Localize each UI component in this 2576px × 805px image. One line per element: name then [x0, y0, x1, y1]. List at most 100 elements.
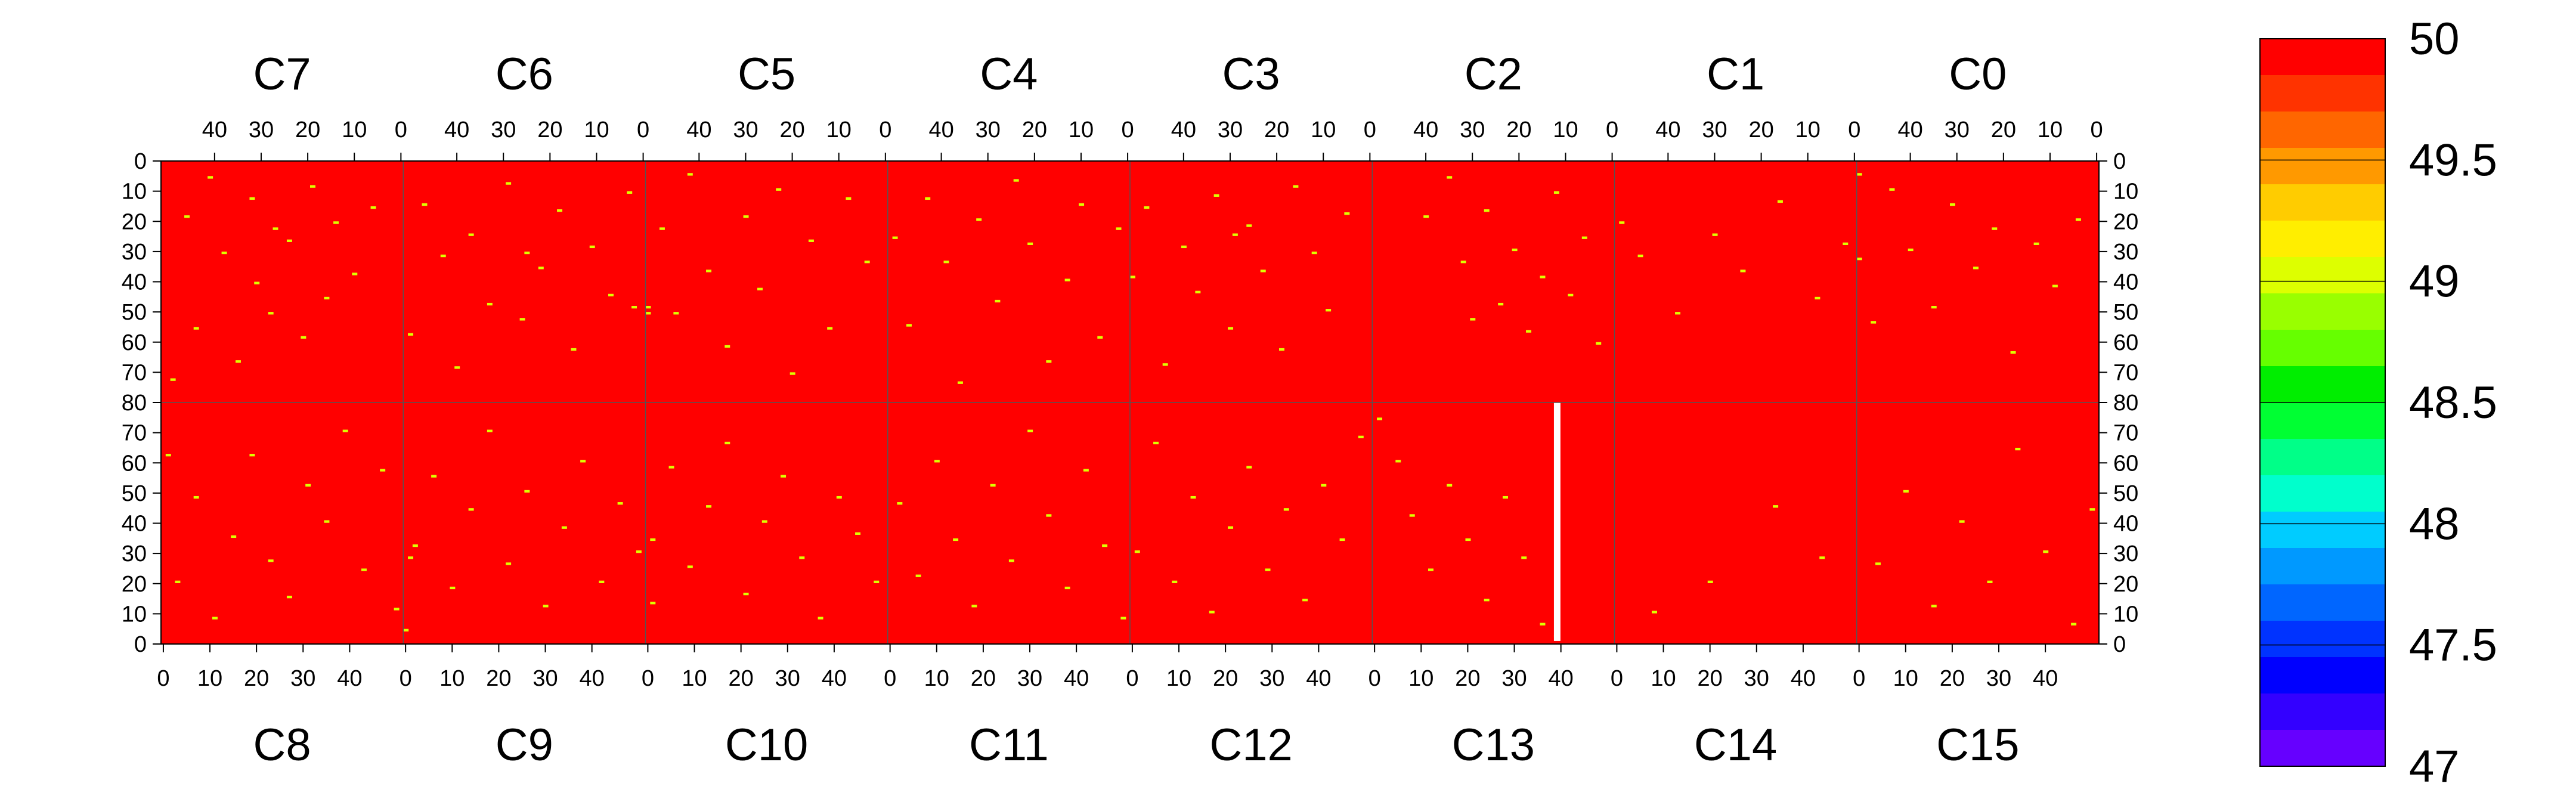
heatmap-cell	[301, 336, 306, 339]
heatmap-cell	[1260, 270, 1266, 273]
x-tick-label-bottom: 40	[1306, 666, 1331, 691]
heatmap-cell	[687, 565, 693, 568]
heatmap-cell	[1409, 514, 1415, 517]
heatmap-cell	[1265, 568, 1271, 571]
heatmap-cell	[1568, 293, 1574, 297]
heatmap-cell	[971, 605, 977, 608]
heatmap-cell	[724, 441, 730, 445]
heatmap-cell	[1246, 466, 1252, 469]
x-tick-label-top: 40	[686, 117, 711, 143]
heatmap-cell	[268, 312, 274, 315]
heatmap-cell	[874, 580, 880, 583]
heatmap-cell	[1856, 258, 1862, 261]
x-tick-label-top: 30	[249, 117, 274, 143]
x-tick-label-top: 30	[733, 117, 758, 143]
y-tick-label: 70	[122, 360, 147, 385]
heatmap-cell	[1395, 460, 1401, 463]
color-scale-bar: 50 49.5 49 48.5 48 47.5 47	[2259, 14, 2497, 792]
heatmap-cell	[1773, 505, 1779, 508]
chip-label-top: C1	[1707, 49, 1764, 100]
x-tick-label-top: 0	[1606, 117, 1618, 143]
x-tick-label-bottom: 40	[1549, 666, 1574, 691]
x-tick-label-bottom: 40	[1064, 666, 1089, 691]
y-tick-label: 20	[2113, 572, 2138, 597]
x-tick-label-top: 40	[1655, 117, 1680, 143]
heatmap-cell	[487, 302, 493, 306]
heatmap-cell	[1553, 191, 1559, 194]
color-scale-segment	[2260, 548, 2385, 585]
color-scale-segment	[2260, 330, 2385, 367]
x-tick-label-top: 20	[295, 117, 320, 143]
x-tick-label-bottom: 0	[884, 666, 896, 691]
heatmap-cell	[403, 628, 409, 631]
heatmap-cell	[2071, 623, 2077, 626]
y-tick-label: 50	[2113, 300, 2138, 325]
heatmap-cell	[2089, 508, 2095, 511]
heatmap-cell	[286, 239, 292, 242]
color-scale-segment	[2260, 366, 2385, 403]
heatmap-cell	[468, 233, 474, 236]
x-tick-label-bottom: 30	[290, 666, 315, 691]
heatmap-cell	[1819, 556, 1825, 559]
heatmap-cell	[1581, 236, 1587, 239]
heatmap-cell	[380, 469, 386, 472]
heatmap-cell	[906, 324, 912, 327]
x-tick-label-top: 10	[1069, 117, 1094, 143]
heatmap-cell	[524, 490, 530, 493]
x-tick-label-top: 0	[637, 117, 649, 143]
heatmap-cell	[431, 475, 437, 478]
heatmap-cell	[818, 617, 823, 620]
heatmap-cell	[408, 556, 414, 559]
heatmap-cell	[1228, 327, 1234, 330]
heatmap-cell	[342, 429, 348, 432]
color-scale-segment	[2260, 75, 2385, 112]
heatmap-cell	[1008, 559, 1014, 562]
x-tick-label-bottom: 0	[1611, 666, 1623, 691]
chip-label-bottom: C12	[1209, 720, 1292, 770]
heatmap-cell	[990, 484, 996, 487]
y-tick-label: 70	[122, 421, 147, 446]
heatmap-cell	[827, 327, 833, 330]
x-tick-label-bottom: 0	[642, 666, 654, 691]
heatmap-cell	[254, 281, 260, 284]
heatmap-cell	[1213, 194, 1219, 197]
heatmap-cell	[175, 580, 181, 583]
heatmap-cell	[915, 574, 921, 577]
heatmap-cell	[506, 562, 512, 565]
x-tick-label-top: 0	[1364, 117, 1376, 143]
y-tick-label: 10	[122, 179, 147, 205]
x-tick-label-bottom: 10	[1893, 666, 1918, 691]
color-scale-segment	[2260, 657, 2385, 694]
chip-label-top: C2	[1465, 49, 1522, 100]
x-tick-label-bottom: 40	[1791, 666, 1816, 691]
heatmap-cell	[1344, 212, 1350, 215]
heatmap-cell	[995, 299, 1001, 303]
x-tick-label-top: 20	[1991, 117, 2016, 143]
heatmap-cell	[976, 218, 982, 221]
x-tick-label-bottom: 30	[1017, 666, 1042, 691]
heatmap-cell	[706, 505, 712, 508]
heatmap-cell	[519, 318, 525, 321]
x-tick-label-top: 40	[1413, 117, 1438, 143]
y-tick-label: 70	[2113, 421, 2138, 446]
y-tick-label: 10	[122, 602, 147, 627]
heatmap-cell	[799, 556, 805, 559]
heatmap-cell	[1423, 215, 1429, 218]
heatmap-cell	[1871, 321, 1877, 324]
heatmap-cell	[650, 538, 656, 541]
x-tick-label-top: 40	[1171, 117, 1196, 143]
x-tick-label-bottom: 30	[1744, 666, 1769, 691]
x-tick-label-bottom: 10	[924, 666, 949, 691]
heatmap-cell	[1120, 617, 1126, 620]
heatmap-cell	[361, 568, 367, 571]
x-tick-label-bottom: 0	[1853, 666, 1865, 691]
x-tick-label-top: 20	[1506, 117, 1531, 143]
heatmap-cell	[1172, 580, 1178, 583]
heatmap-cell	[668, 466, 674, 469]
heatmap-cell	[1931, 306, 1937, 309]
heatmap-cell	[1228, 526, 1234, 529]
y-tick-label: 40	[2113, 270, 2138, 295]
x-tick-label-bottom: 40	[2033, 666, 2058, 691]
color-scale-segment	[2260, 512, 2385, 549]
heatmap-cell	[2075, 218, 2081, 221]
